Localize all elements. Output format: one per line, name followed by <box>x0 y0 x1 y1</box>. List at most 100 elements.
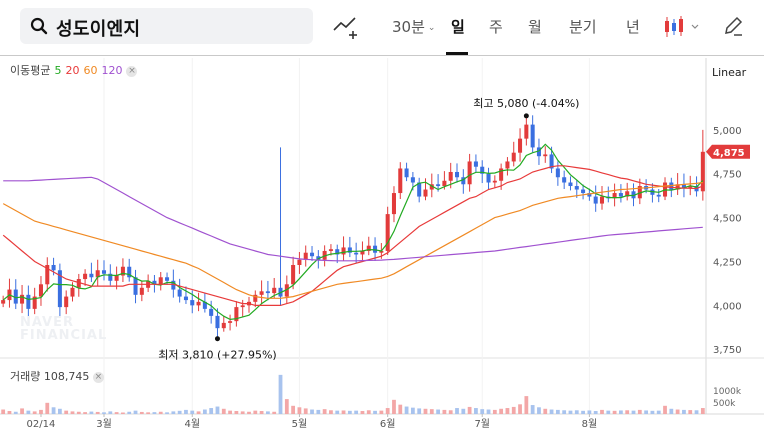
candle-body <box>196 301 201 306</box>
y-tick-label: 4,250 <box>713 257 742 268</box>
volume-bar <box>417 408 422 414</box>
candle-body <box>265 291 270 294</box>
candle-body <box>366 245 371 251</box>
volume-bar <box>650 410 655 414</box>
ma-5[interactable]: 5 <box>54 64 62 77</box>
volume-bar <box>663 405 667 414</box>
candle-body <box>64 296 69 308</box>
volume-bar <box>593 411 598 414</box>
x-tick-label: 8월 <box>582 418 598 430</box>
volume-bar <box>656 410 661 414</box>
candle-body <box>120 266 125 276</box>
volume-bar <box>171 411 176 414</box>
candle-body <box>675 184 680 190</box>
candle-body <box>492 180 497 183</box>
ma-120[interactable]: 120 <box>101 64 123 77</box>
candle-body <box>165 277 170 281</box>
candle-body <box>410 177 415 183</box>
volume-bar <box>184 409 188 414</box>
ma-20[interactable]: 20 <box>65 64 80 77</box>
volume-bar <box>165 412 169 414</box>
candle-body <box>505 161 510 169</box>
x-tick-label: 3월 <box>96 418 112 430</box>
candle-body <box>700 151 705 192</box>
volume-bar <box>688 410 693 414</box>
candle-body <box>253 294 258 302</box>
volume-bar <box>600 409 604 414</box>
candle-body <box>518 138 523 153</box>
close-icon[interactable]: × <box>92 372 104 383</box>
candlestick-type-icon[interactable] <box>663 14 701 40</box>
candle-body <box>57 270 62 308</box>
close-icon[interactable]: × <box>126 66 138 77</box>
trendline-add-icon[interactable] <box>333 15 359 39</box>
candle-body <box>190 300 195 306</box>
candle-body <box>83 273 88 280</box>
pencil-icon[interactable] <box>722 15 744 37</box>
volume-bar <box>694 410 699 414</box>
volume-bar <box>442 409 447 414</box>
candle-body <box>45 264 50 285</box>
scale-type-label[interactable]: Linear <box>712 66 747 79</box>
ma-60[interactable]: 60 <box>83 64 98 77</box>
tab-month[interactable]: 월 <box>528 18 542 36</box>
candle-body <box>209 308 214 316</box>
candle-body <box>101 270 107 274</box>
search-box[interactable]: 성도이엔지 <box>20 8 313 44</box>
candle-body <box>51 264 56 271</box>
tab-day[interactable]: 일 <box>451 18 465 36</box>
tab-week[interactable]: 주 <box>489 18 503 36</box>
tab-year[interactable]: 년 <box>626 18 640 36</box>
volume-value: 108,745 <box>43 370 90 383</box>
volume-bar <box>499 408 504 414</box>
volume-bar <box>360 411 365 414</box>
chart-toolbar: 성도이엔지 30분 ⌄ 일 주 월 분기 년 <box>0 0 764 56</box>
volume-bar <box>177 410 182 414</box>
volume-legend: 거래량 108,745 × <box>10 368 104 384</box>
volume-bar <box>385 408 390 414</box>
volume-bar <box>410 407 415 414</box>
candle-body <box>95 270 100 278</box>
volume-bar <box>606 410 611 414</box>
x-tick-label: 6월 <box>380 418 396 430</box>
active-tab-indicator <box>446 52 468 55</box>
candle-body <box>202 301 207 309</box>
search-query[interactable]: 성도이엔지 <box>56 19 141 40</box>
candle-body <box>442 180 447 187</box>
candle-body <box>454 171 460 178</box>
volume-bar <box>196 411 201 414</box>
x-tick-label: 7월 <box>474 418 490 430</box>
volume-bar <box>581 410 585 414</box>
candle-body <box>284 284 289 297</box>
volume-bar <box>398 404 403 414</box>
y-tick-label: 5,000 <box>713 126 742 137</box>
volume-bar <box>555 409 560 414</box>
volume-bar <box>341 410 346 414</box>
volume-bar <box>574 410 579 414</box>
candle-body <box>417 182 422 197</box>
ma-5-line <box>2 143 704 321</box>
current-price-label: 4,875 <box>713 148 745 159</box>
candle-body <box>32 296 37 309</box>
volume-bar <box>51 407 56 414</box>
candle-body <box>360 250 365 255</box>
interval-select[interactable]: 30분 ⌄ <box>392 16 435 37</box>
volume-bar <box>429 409 434 414</box>
candle-body <box>183 296 188 301</box>
price-chart[interactable]: 5,000 4,750 4,500 4,250 4,000 3,750 1000k 500k 0… <box>0 58 764 433</box>
candle-body <box>127 266 132 278</box>
candle-body <box>391 193 396 215</box>
watermark-line: FINANCIAL <box>20 328 108 343</box>
volume-bar <box>700 408 705 414</box>
volume-bar <box>448 410 453 414</box>
candle-body <box>13 289 18 304</box>
current-price-tag <box>706 144 750 159</box>
volume-bar <box>612 410 617 414</box>
volume-bar <box>139 411 144 414</box>
candle-body <box>234 307 239 322</box>
volume-bar <box>240 411 245 414</box>
candle-body <box>631 191 636 199</box>
volume-bar <box>152 412 157 414</box>
volume-bar <box>158 411 163 414</box>
tab-quarter[interactable]: 분기 <box>569 18 597 36</box>
